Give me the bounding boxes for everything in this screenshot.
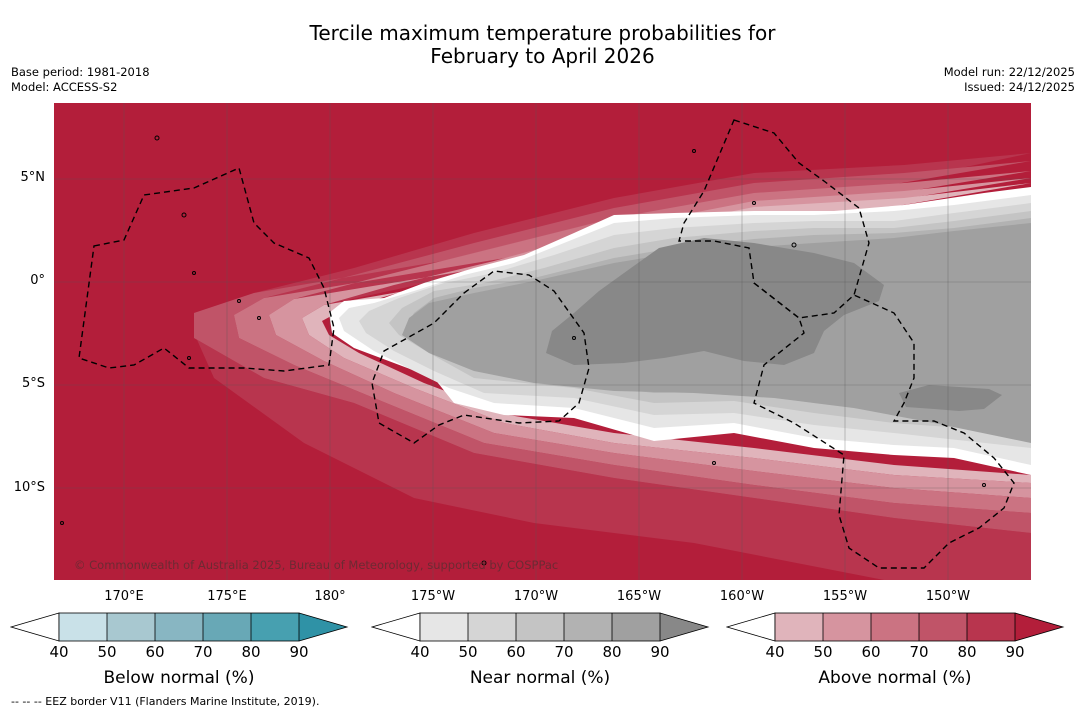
cbar-above-cell-3 [919,613,967,641]
cbar-near-cell-0 [420,613,468,641]
colorbar-above-label: Above normal (%) [818,668,972,688]
tick-below-90: 90 [289,643,309,661]
meta-right: Model run: 22/12/2025 Issued: 24/12/2025 [944,65,1075,95]
tick-below-50: 50 [97,643,117,661]
model-name: Model: ACCESS-S2 [11,80,118,94]
cbar-above-extend-high [1015,613,1063,641]
lon-label-175w: 175°W [410,589,456,604]
cbar-below-cell-1 [107,613,155,641]
lon-label-165w: 165°W [616,589,662,604]
lon-label-150w: 150°W [925,589,971,604]
copyright-text: © Commonwealth of Australia 2025, Bureau… [74,558,559,572]
islands [60,135,986,566]
tick-above-90: 90 [1005,643,1025,661]
issued-date: Issued: 24/12/2025 [964,80,1075,94]
cbar-above-cell-4 [967,613,1015,641]
map-title: Tercile maximum temperature probabilitie… [0,22,1085,68]
colorbar-above-normal [726,612,1065,642]
eez-kiribati-gilberts [78,167,335,372]
lat-label-0: 0° [30,273,45,288]
colorbar-below-normal [10,612,349,642]
tick-below-40: 40 [49,643,69,661]
lat-label-5s: 5°S [21,376,45,391]
tick-above-60: 60 [861,643,881,661]
tick-near-50: 50 [458,643,478,661]
lon-label-180: 180° [314,589,346,604]
cbar-near-cell-1 [468,613,516,641]
near-band-90-patch [899,385,1002,411]
model-run: Model run: 22/12/2025 [943,65,1075,79]
base-period: Base period: 1981-2018 [11,65,150,79]
lon-label-170e: 170°E [104,589,144,604]
cbar-below-cell-2 [155,613,203,641]
eez-borders [78,119,1015,569]
map-svg [54,103,1031,580]
above-band-50 [269,178,1031,498]
cbar-below-cell-0 [59,613,107,641]
tick-near-80: 80 [602,643,622,661]
near-band-90 [546,238,884,365]
cbar-above-cell-1 [823,613,871,641]
title-line-2: February to April 2026 [430,44,655,68]
lon-label-170w: 170°W [513,589,559,604]
colorbar-near-label: Near normal (%) [469,668,611,688]
tick-near-70: 70 [554,643,574,661]
probability-map [54,103,1031,580]
cbar-above-extend-low [726,612,776,642]
cbar-near-cell-3 [564,613,612,641]
colorbar-near-normal [371,612,710,642]
meta-left: Base period: 1981-2018 Model: ACCESS-S2 [11,65,150,95]
tick-near-60: 60 [506,643,526,661]
lat-label-10s: 10°S [13,480,45,495]
eez-boundary-line [753,282,1015,569]
cbar-below-extend-high [299,613,347,641]
eez-tokelau [371,270,590,444]
tick-above-70: 70 [909,643,929,661]
cbar-below-cell-3 [203,613,251,641]
graticule [54,103,1031,580]
tick-above-50: 50 [813,643,833,661]
eez-footnote: -- -- -- EEZ border V11 (Flanders Marine… [11,695,320,708]
lon-label-155w: 155°W [822,589,868,604]
above-band-80 [194,153,1031,580]
cbar-above-cell-2 [871,613,919,641]
lon-label-175e: 175°E [207,589,247,604]
title-line-1: Tercile maximum temperature probabilitie… [309,21,776,45]
cbar-near-extend-high [660,613,708,641]
tick-below-80: 80 [241,643,261,661]
tick-below-70: 70 [193,643,213,661]
cbar-above-cell-0 [775,613,823,641]
cbar-below-cell-4 [251,613,299,641]
tick-above-80: 80 [957,643,977,661]
lon-label-160w: 160°W [719,589,765,604]
cbar-near-extend-low [371,612,421,642]
lat-label-5n: 5°N [20,170,46,185]
tick-above-40: 40 [765,643,785,661]
cbar-below-extend-low [10,612,60,642]
cbar-near-cell-2 [516,613,564,641]
colorbar-below-label: Below normal (%) [103,668,255,688]
tick-below-60: 60 [145,643,165,661]
eez-line-islands [678,119,870,319]
cbar-near-cell-4 [612,613,660,641]
tick-near-40: 40 [410,643,430,661]
tick-near-90: 90 [650,643,670,661]
